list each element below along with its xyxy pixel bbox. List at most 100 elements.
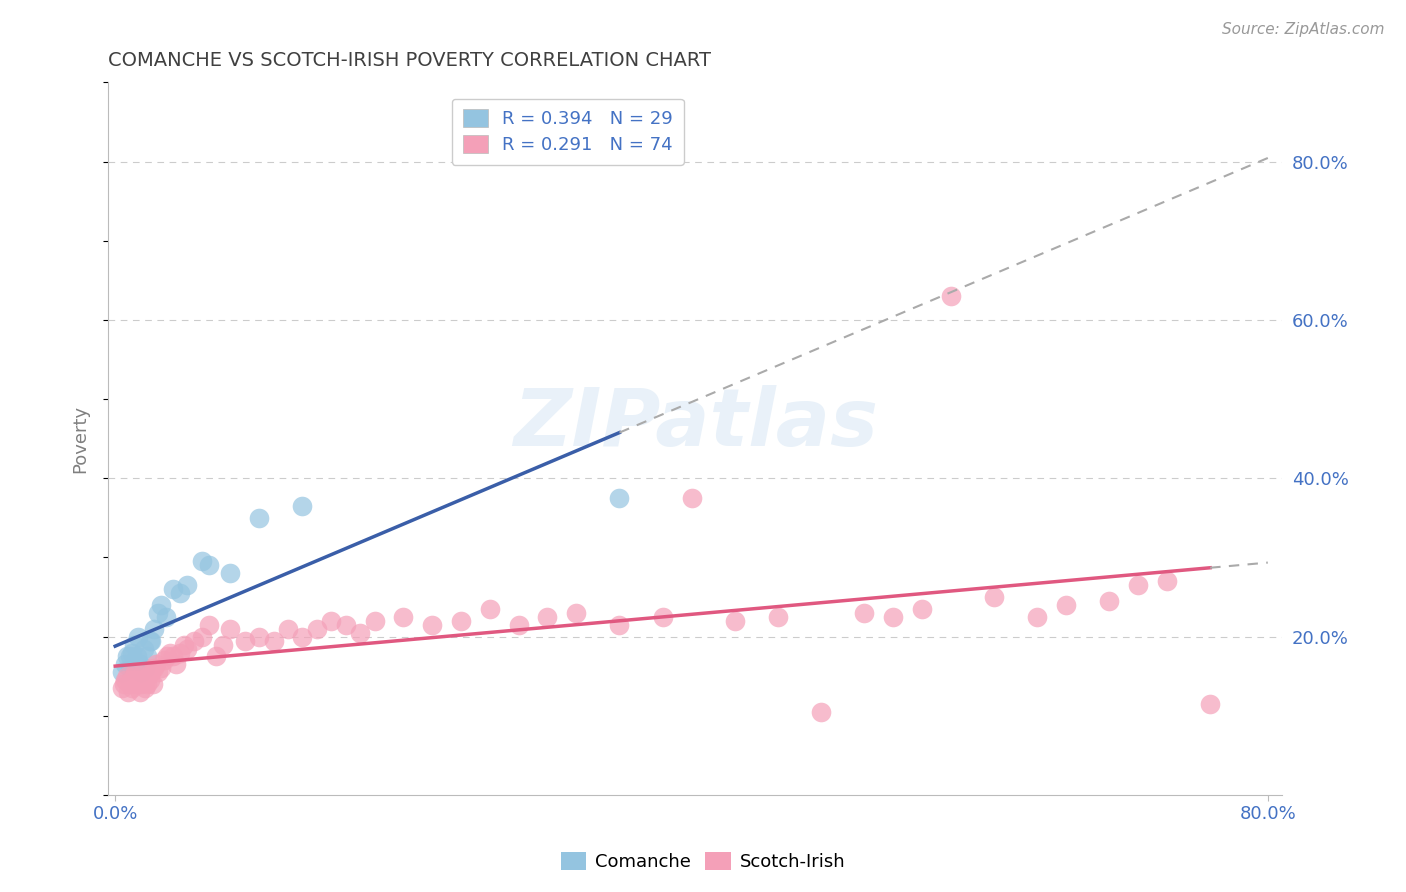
Point xyxy=(132,641,155,656)
Point xyxy=(291,499,314,513)
Text: Source: ZipAtlas.com: Source: ZipAtlas.com xyxy=(1222,22,1385,37)
Point xyxy=(1199,697,1222,711)
Point xyxy=(1126,578,1149,592)
Point xyxy=(148,665,170,680)
Point xyxy=(983,590,1005,604)
Point xyxy=(120,673,142,688)
Point xyxy=(134,681,156,695)
Point xyxy=(131,665,153,680)
Point xyxy=(349,625,371,640)
Point xyxy=(335,617,357,632)
Point xyxy=(212,638,235,652)
Point xyxy=(882,610,904,624)
Point xyxy=(127,673,149,688)
Point xyxy=(111,681,134,695)
Point xyxy=(139,633,162,648)
Point xyxy=(536,610,558,624)
Point xyxy=(118,649,141,664)
Point xyxy=(128,657,150,672)
Point xyxy=(169,586,191,600)
Point xyxy=(939,289,962,303)
Point xyxy=(121,646,143,660)
Point xyxy=(766,610,789,624)
Point xyxy=(118,677,141,691)
Text: COMANCHE VS SCOTCH-IRISH POVERTY CORRELATION CHART: COMANCHE VS SCOTCH-IRISH POVERTY CORRELA… xyxy=(108,51,711,70)
Point xyxy=(122,669,145,683)
Point xyxy=(150,661,173,675)
Point xyxy=(176,641,198,656)
Legend: R = 0.394   N = 29, R = 0.291   N = 74: R = 0.394 N = 29, R = 0.291 N = 74 xyxy=(451,98,683,165)
Point xyxy=(1156,574,1178,589)
Point xyxy=(125,677,148,691)
Point xyxy=(565,606,588,620)
Point xyxy=(117,685,139,699)
Point xyxy=(135,677,157,691)
Text: ZIPatlas: ZIPatlas xyxy=(513,385,877,464)
Point xyxy=(155,610,177,624)
Point xyxy=(150,598,173,612)
Point xyxy=(114,657,136,672)
Point xyxy=(125,649,148,664)
Point xyxy=(136,669,159,683)
Point xyxy=(142,677,165,691)
Point xyxy=(219,622,242,636)
Point xyxy=(127,630,149,644)
Point xyxy=(159,646,181,660)
Point xyxy=(609,617,631,632)
Point xyxy=(112,677,135,691)
Point xyxy=(169,646,191,660)
Point xyxy=(321,614,343,628)
Point xyxy=(128,685,150,699)
Point xyxy=(118,661,141,675)
Point xyxy=(111,665,134,680)
Point xyxy=(162,582,184,597)
Point xyxy=(420,617,443,632)
Point xyxy=(121,681,143,695)
Point xyxy=(247,630,270,644)
Point xyxy=(143,622,166,636)
Point xyxy=(609,491,631,505)
Point xyxy=(156,649,179,664)
Point xyxy=(508,617,530,632)
Point xyxy=(263,633,285,648)
Point xyxy=(148,606,170,620)
Legend: Comanche, Scotch-Irish: Comanche, Scotch-Irish xyxy=(554,846,852,879)
Point xyxy=(141,665,163,680)
Point xyxy=(176,578,198,592)
Point xyxy=(115,649,138,664)
Point xyxy=(115,669,138,683)
Point xyxy=(190,630,212,644)
Point xyxy=(305,622,328,636)
Point xyxy=(183,633,205,648)
Point xyxy=(135,649,157,664)
Point xyxy=(122,638,145,652)
Point xyxy=(1098,594,1121,608)
Point xyxy=(198,617,221,632)
Point xyxy=(277,622,299,636)
Point xyxy=(141,633,163,648)
Point xyxy=(132,673,155,688)
Point xyxy=(1026,610,1049,624)
Point xyxy=(165,657,187,672)
Point xyxy=(651,610,673,624)
Point xyxy=(134,661,156,675)
Point xyxy=(219,566,242,581)
Point xyxy=(153,653,176,667)
Y-axis label: Poverty: Poverty xyxy=(72,405,89,473)
Point xyxy=(124,665,146,680)
Point xyxy=(911,602,934,616)
Point xyxy=(681,491,703,505)
Point xyxy=(205,649,228,664)
Point xyxy=(363,614,385,628)
Point xyxy=(478,602,501,616)
Point xyxy=(724,614,747,628)
Point xyxy=(139,673,162,688)
Point xyxy=(810,705,832,719)
Point xyxy=(129,677,152,691)
Point xyxy=(143,661,166,675)
Point xyxy=(1054,598,1077,612)
Point xyxy=(291,630,314,644)
Point xyxy=(114,673,136,688)
Point xyxy=(247,511,270,525)
Point xyxy=(392,610,415,624)
